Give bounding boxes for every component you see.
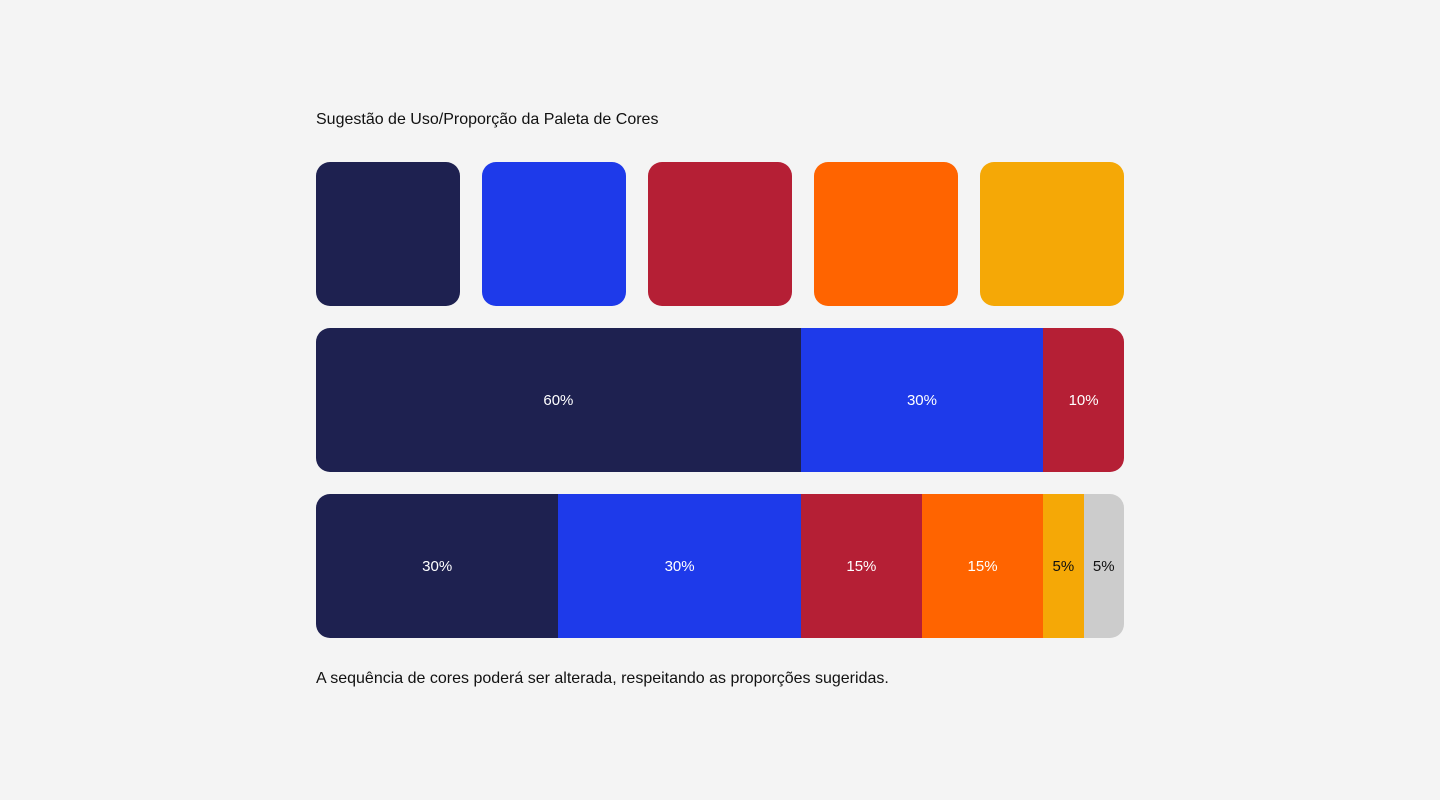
- segment-amber: 5%: [1043, 494, 1084, 638]
- swatch-navy: [316, 162, 460, 306]
- segment-crimson: 15%: [800, 494, 922, 638]
- swatch-crimson: [648, 162, 792, 306]
- segment-navy: 30%: [316, 494, 559, 638]
- footnote: A sequência de cores poderá ser alterada…: [316, 670, 889, 687]
- segment-gray: 5%: [1083, 494, 1124, 638]
- palette-swatches: [316, 162, 1124, 306]
- segment-crimson: 10%: [1043, 328, 1124, 472]
- swatch-amber: [980, 162, 1124, 306]
- segment-navy: 60%: [316, 328, 801, 472]
- segment-blue: 30%: [558, 494, 801, 638]
- proportion-bar-primary: 60% 30% 10%: [316, 328, 1124, 472]
- swatch-blue: [482, 162, 626, 306]
- segment-blue: 30%: [800, 328, 1044, 472]
- page-title: Sugestão de Uso/Proporção da Paleta de C…: [316, 111, 659, 128]
- swatch-orange: [814, 162, 958, 306]
- segment-orange: 15%: [921, 494, 1044, 638]
- proportion-bar-extended: 30% 30% 15% 15% 5% 5%: [316, 494, 1124, 638]
